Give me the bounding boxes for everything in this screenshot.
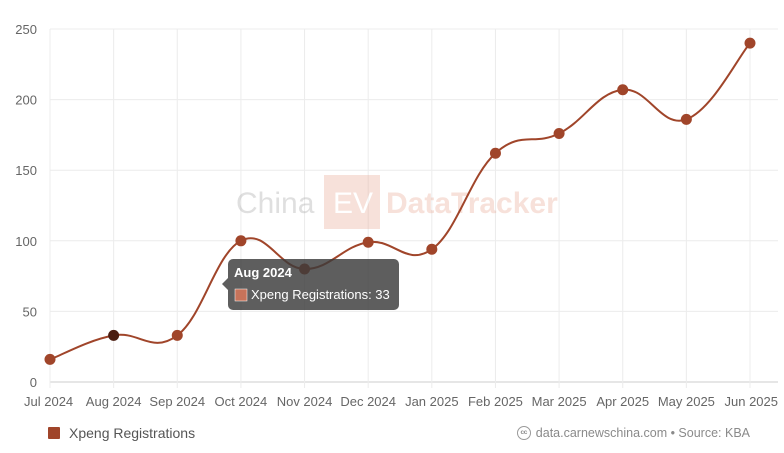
data-point[interactable] xyxy=(489,147,501,159)
data-point[interactable] xyxy=(235,235,247,247)
x-axis-ticks: Jul 2024 Aug 2024 Sep 2024 Oct 2024 Nov 2024… xyxy=(24,394,778,409)
y-tick-label: 150 xyxy=(15,163,37,178)
watermark-ev: EV xyxy=(333,187,373,220)
x-tick-label: Jul 2024 xyxy=(24,394,73,409)
data-point[interactable] xyxy=(744,37,756,49)
data-point[interactable] xyxy=(553,127,565,139)
y-tick-label: 100 xyxy=(15,234,37,249)
x-tick-label: Nov 2024 xyxy=(277,394,333,409)
source-credit: cc data.carnewschina.com • Source: KBA xyxy=(516,426,750,440)
data-point[interactable] xyxy=(680,113,692,125)
x-tick-label: Dec 2024 xyxy=(340,394,396,409)
grid-lines xyxy=(49,28,778,388)
x-tick-label: Mar 2025 xyxy=(532,394,587,409)
creative-commons-icon: cc xyxy=(516,426,531,440)
watermark-china: China xyxy=(236,187,315,220)
data-point[interactable] xyxy=(617,84,629,96)
tooltip: Aug 2024 Xpeng Registrations: 33 xyxy=(222,259,399,310)
data-point[interactable] xyxy=(426,243,438,255)
y-tick-label: 50 xyxy=(23,304,37,319)
watermark-datatracker: DataTracker xyxy=(386,187,558,220)
x-tick-label: Sep 2024 xyxy=(149,394,205,409)
data-point[interactable] xyxy=(171,329,183,341)
x-tick-label: Jun 2025 xyxy=(725,394,779,409)
y-tick-label: 250 xyxy=(15,22,37,37)
tooltip-swatch xyxy=(234,288,248,302)
x-tick-label: Feb 2025 xyxy=(468,394,523,409)
watermark: China EV DataTracker xyxy=(236,175,558,229)
data-point[interactable] xyxy=(362,236,374,248)
source-text: data.carnewschina.com • Source: KBA xyxy=(535,426,750,440)
tooltip-box xyxy=(228,259,399,310)
legend-swatch xyxy=(48,427,60,439)
tooltip-pointer xyxy=(222,278,228,290)
data-point[interactable] xyxy=(108,329,120,341)
data-point[interactable] xyxy=(44,353,56,365)
x-tick-label: Aug 2024 xyxy=(86,394,142,409)
tooltip-label: Xpeng Registrations: 33 xyxy=(251,287,390,302)
x-tick-label: Oct 2024 xyxy=(215,394,268,409)
y-axis-ticks: 0 50 100 150 200 250 xyxy=(15,22,37,390)
tooltip-title: Aug 2024 xyxy=(234,265,293,280)
y-tick-label: 0 xyxy=(30,375,37,390)
x-tick-label: Apr 2025 xyxy=(596,394,649,409)
watermark-ev-box xyxy=(324,175,380,229)
y-tick-label: 200 xyxy=(15,93,37,108)
x-tick-label: May 2025 xyxy=(658,394,715,409)
x-tick-label: Jan 2025 xyxy=(405,394,459,409)
legend[interactable]: Xpeng Registrations xyxy=(48,425,195,441)
legend-label: Xpeng Registrations xyxy=(69,425,196,441)
